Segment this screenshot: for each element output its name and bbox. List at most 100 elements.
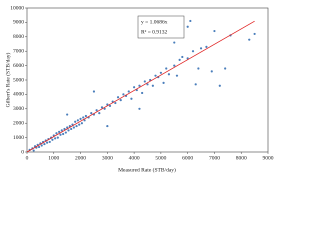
equation: y = 1.0686x	[141, 19, 168, 25]
point	[173, 64, 176, 67]
x-tick-label: 0	[26, 155, 29, 161]
point	[67, 129, 70, 132]
point	[138, 84, 141, 87]
point	[48, 140, 51, 144]
point	[76, 119, 79, 122]
point	[58, 130, 61, 133]
point	[213, 29, 216, 33]
point	[205, 45, 208, 48]
point	[74, 120, 77, 123]
y-tick-label: 3000	[13, 106, 24, 112]
point	[151, 84, 154, 87]
point	[119, 99, 122, 102]
point	[116, 96, 120, 99]
point	[103, 107, 106, 110]
point	[130, 97, 133, 100]
point	[189, 19, 192, 23]
r-squared: R² = 0.9132	[141, 29, 168, 35]
point	[218, 84, 221, 87]
point	[32, 149, 35, 152]
y-tick-label: 2000	[13, 120, 24, 126]
point	[83, 119, 86, 122]
point	[197, 67, 200, 70]
y-tick-label: 4000	[13, 92, 24, 98]
x-tick-label: 3000	[102, 155, 113, 161]
point	[175, 74, 179, 77]
point	[162, 81, 165, 84]
y-axis-label: Gilbert's Rate (STB/day)	[4, 52, 11, 107]
x-tick-label: 8000	[236, 155, 247, 161]
point	[224, 67, 227, 70]
point	[37, 145, 41, 149]
point	[186, 25, 189, 28]
point	[122, 93, 125, 96]
point	[79, 117, 82, 120]
equation-box	[137, 15, 185, 39]
y-tick-label: 0	[21, 149, 24, 155]
point	[84, 114, 88, 118]
x-tick-label: 7000	[209, 155, 220, 161]
x-tick-label: 4000	[129, 155, 140, 161]
point	[210, 70, 213, 73]
point	[199, 47, 203, 50]
point	[70, 127, 73, 131]
point	[82, 116, 85, 119]
x-tick-label: 1000	[48, 155, 59, 161]
point	[64, 131, 67, 134]
point	[78, 123, 81, 126]
point	[108, 104, 112, 108]
point	[62, 132, 65, 136]
point	[56, 136, 59, 139]
point	[72, 126, 75, 129]
point	[138, 107, 141, 110]
point	[133, 86, 136, 89]
point	[141, 91, 144, 95]
x-tick-label: 5000	[155, 155, 166, 161]
y-tick-label: 7000	[13, 48, 24, 54]
x-axis-label: Measured Rate (STB/day)	[118, 166, 176, 173]
chart: Measured Rate (STB/day) Gilbert's Rate (…	[4, 5, 274, 173]
point	[51, 138, 54, 141]
point	[60, 129, 63, 132]
y-tick-label: 8000	[13, 34, 24, 40]
x-tick-label: 9000	[263, 155, 274, 161]
y-tick-label: 10000	[10, 5, 24, 11]
point	[98, 112, 101, 115]
point	[178, 58, 181, 61]
point	[181, 55, 184, 59]
point	[194, 83, 197, 86]
point	[159, 71, 162, 74]
point	[92, 90, 96, 93]
point	[165, 67, 168, 70]
point	[127, 90, 130, 93]
point	[66, 126, 69, 129]
x-tick-label: 6000	[182, 155, 193, 161]
point	[146, 83, 149, 86]
point	[54, 137, 57, 140]
point	[143, 80, 146, 83]
point	[45, 141, 49, 144]
point	[106, 124, 109, 128]
point	[173, 41, 176, 44]
point	[114, 101, 117, 105]
point	[43, 142, 46, 146]
y-tick-label: 5000	[13, 77, 24, 83]
point	[55, 132, 58, 135]
x-tick-label: 2000	[75, 155, 86, 161]
point	[75, 124, 78, 128]
y-tick-label: 1000	[13, 135, 24, 141]
y-tick-label: 6000	[13, 63, 24, 69]
point	[40, 144, 43, 147]
point	[253, 32, 256, 36]
point	[63, 127, 66, 131]
trendline	[26, 20, 255, 153]
point	[66, 113, 69, 116]
y-tick-label: 9000	[13, 20, 24, 26]
point	[167, 73, 171, 76]
point	[90, 112, 93, 115]
point	[248, 38, 251, 41]
point	[106, 103, 109, 106]
point	[191, 50, 195, 53]
point	[59, 133, 62, 136]
point	[100, 106, 104, 109]
